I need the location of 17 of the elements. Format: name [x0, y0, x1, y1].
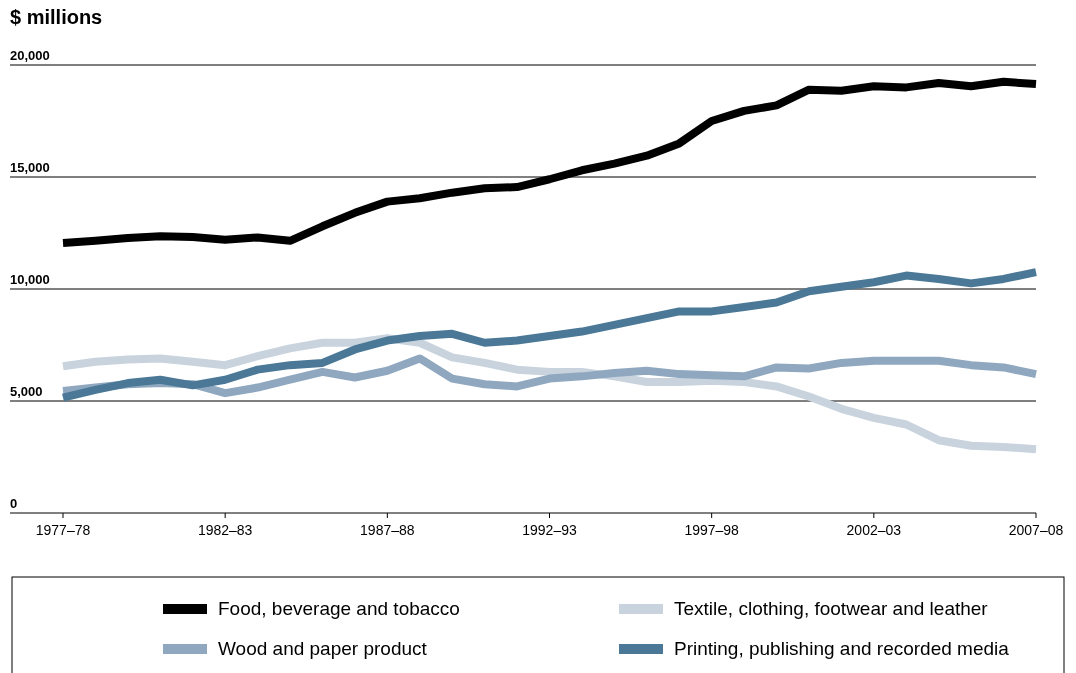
legend-label: Food, beverage and tobacco — [218, 598, 460, 619]
y-tick-label: 0 — [10, 496, 18, 511]
y-tick-label: 15,000 — [10, 160, 50, 175]
y-tick-label: 10,000 — [10, 272, 50, 287]
x-tick-label: 1977–78 — [35, 522, 91, 538]
x-tick-label: 1997–98 — [684, 522, 740, 538]
x-tick-label: 1992–93 — [522, 522, 577, 538]
y-tick-label: 20,000 — [10, 48, 50, 63]
x-tick-label: 2007–08 — [1008, 522, 1064, 538]
x-tick-label: 2002–03 — [846, 522, 902, 538]
x-tick-label: 1987–88 — [360, 522, 415, 538]
x-tick-label: 1982–83 — [197, 522, 253, 538]
legend-label: Wood and paper product — [218, 638, 428, 659]
legend-label: Printing, publishing and recorded media — [674, 638, 1010, 659]
y-axis-title: $ millions — [10, 6, 103, 28]
legend-label: Textile, clothing, footwear and leather — [674, 598, 989, 619]
y-tick-label: 5,000 — [10, 384, 43, 399]
